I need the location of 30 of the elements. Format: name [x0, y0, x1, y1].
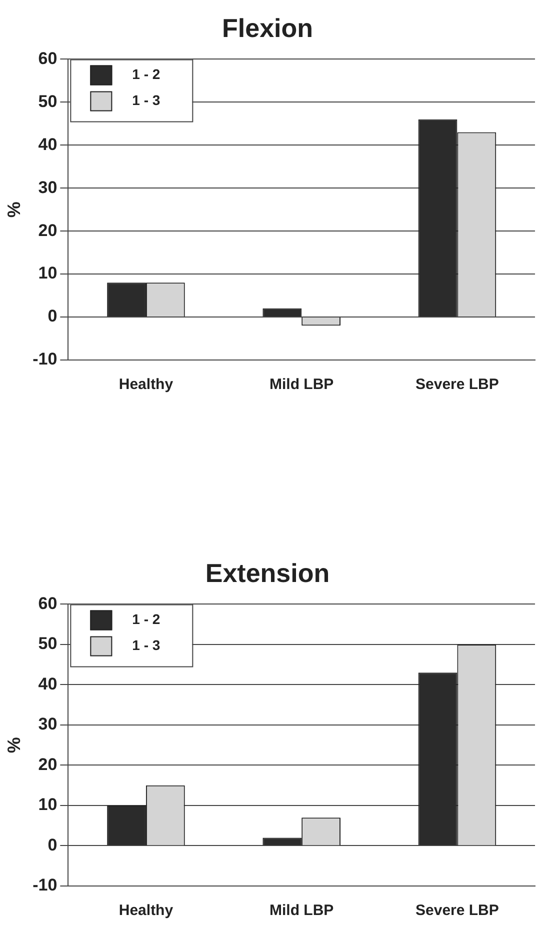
y-tick-label: 30: [38, 178, 58, 197]
y-tick-label: 20: [38, 754, 58, 774]
y-tick-label: 50: [38, 634, 58, 654]
y-tick-label: -10: [32, 876, 58, 895]
y-tick-label: 40: [38, 674, 58, 694]
y-tick-label: 30: [38, 714, 58, 734]
y-tick-label: -10: [32, 350, 58, 369]
legend-label: 1 - 3: [132, 92, 160, 108]
y-tick-label: 20: [38, 220, 58, 240]
x-tick-label: Healthy: [118, 376, 174, 394]
y-tick-label: 10: [38, 264, 58, 283]
x-tick-label: Mild LBP: [270, 902, 334, 920]
x-tick-label: Severe LBP: [416, 376, 499, 394]
chart-title: Flexion: [222, 12, 314, 43]
legend-label: 1 - 3: [132, 637, 160, 654]
x-tick-label: Mild LBP: [270, 376, 334, 394]
x-tick-label: Healthy: [118, 902, 174, 920]
chart-title: Extension: [205, 558, 330, 588]
y-axis-title: %: [4, 202, 24, 218]
y-tick-label: 60: [38, 594, 58, 613]
y-tick-label: 40: [38, 134, 58, 154]
y-tick-label: 60: [38, 48, 58, 68]
y-tick-label: 10: [38, 795, 58, 814]
legend-label: 1 - 2: [132, 66, 160, 82]
y-axis-title: %: [4, 737, 24, 754]
legend-label: 1 - 2: [132, 611, 160, 628]
y-tick-label: 0: [48, 835, 58, 854]
y-tick-label: 50: [38, 92, 58, 111]
y-tick-label: 0: [48, 306, 58, 326]
x-tick-label: Severe LBP: [416, 902, 499, 920]
